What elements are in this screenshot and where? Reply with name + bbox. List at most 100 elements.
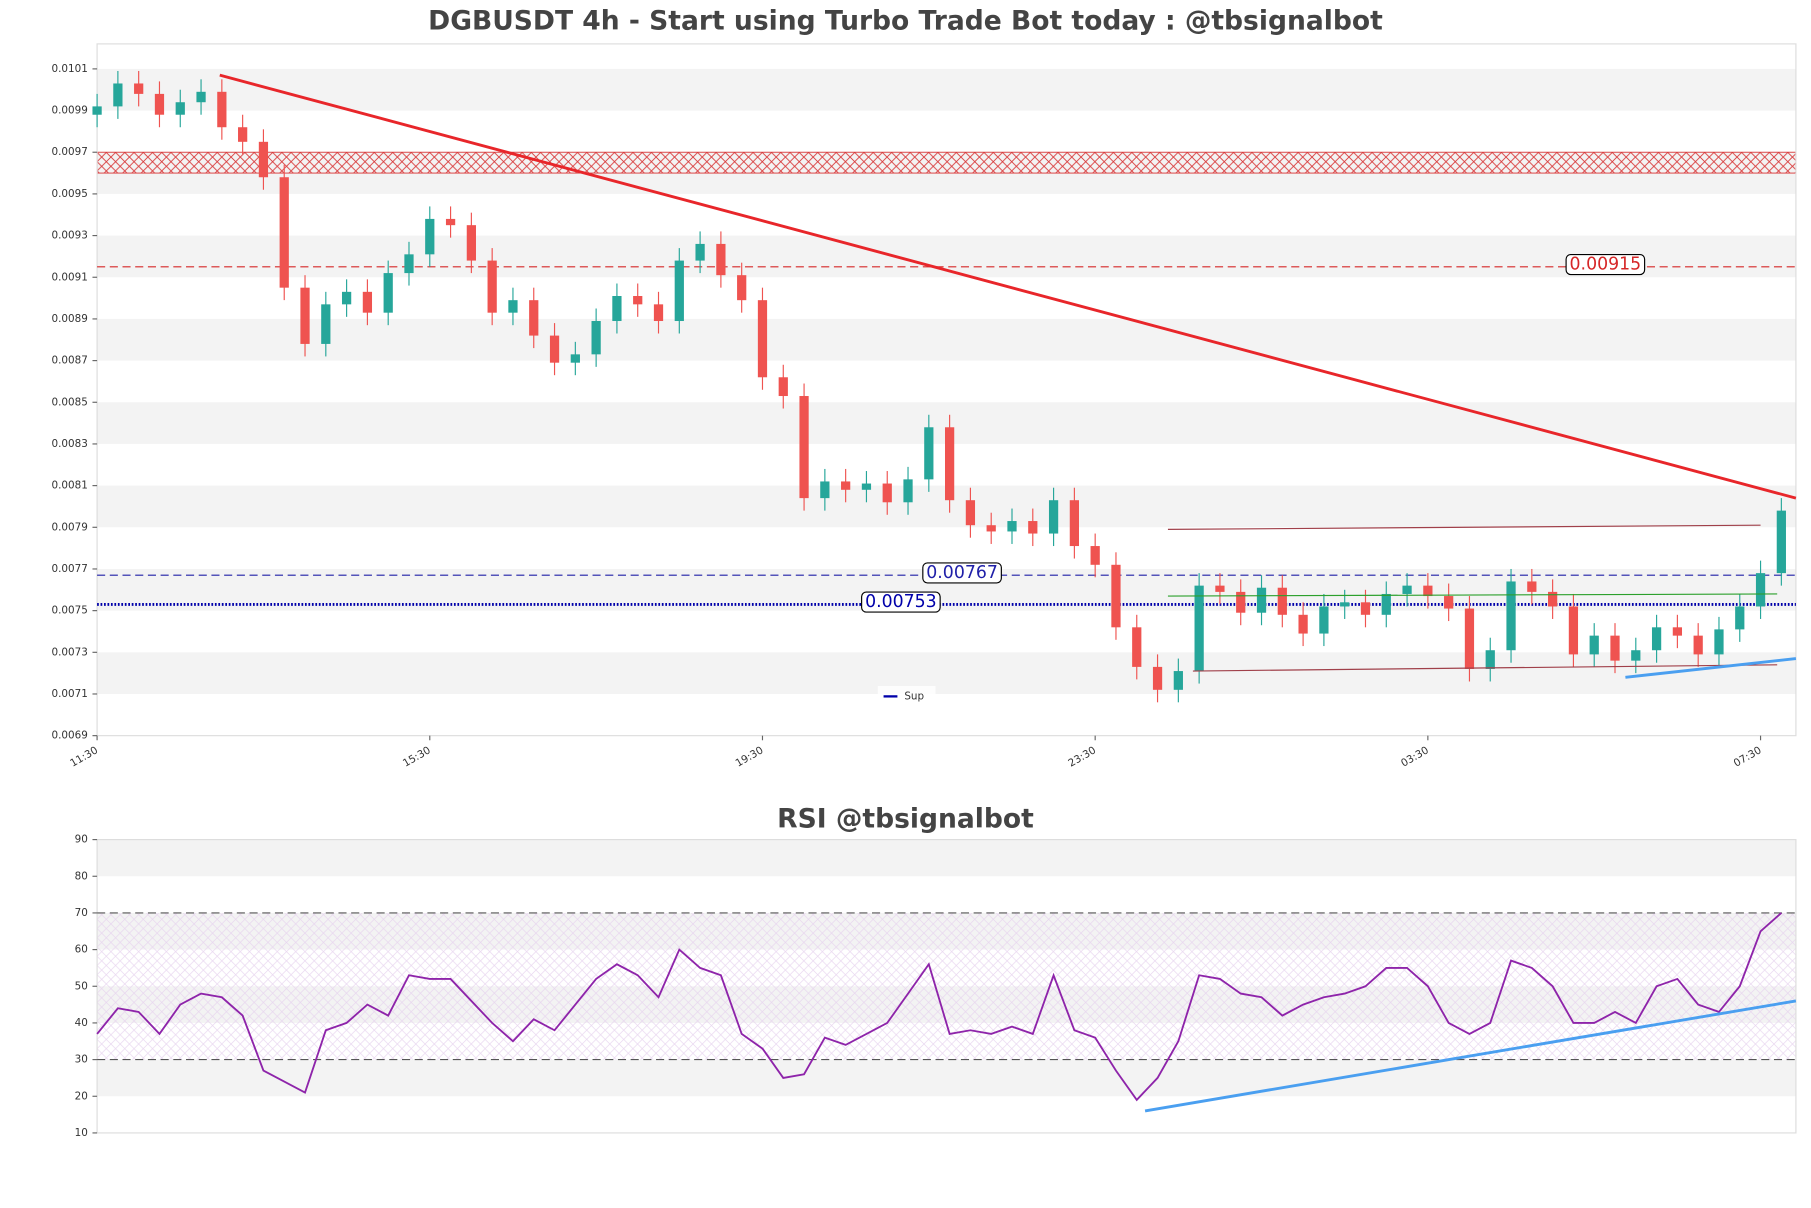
candle-body [1340,602,1350,607]
candle-body [258,141,269,178]
y-tick-label: 0.0075 [52,605,88,617]
level-label-box [861,591,941,613]
legend-box [877,685,936,707]
zone [96,151,1797,174]
candle-body [903,479,913,503]
candle-body [1007,521,1017,532]
candle-body [695,243,705,261]
candle-body [196,91,206,103]
candle-body [1132,627,1142,667]
candle-body [1173,671,1183,690]
candle-body [1548,591,1558,607]
y-tick-label: 90 [75,834,88,846]
candle-body [1152,666,1163,690]
candle-body [1111,564,1121,628]
zone [97,912,1796,1060]
y-tick-label: 80 [75,870,88,882]
candle-body [1194,585,1204,672]
candle-body [279,177,289,288]
candle-body [362,291,373,313]
grid-band [97,839,1796,877]
candle-body [1568,606,1579,655]
candle-body [841,481,851,490]
candle-body [1631,650,1641,661]
candle-body [716,243,726,276]
candle-body [175,102,185,115]
y-tick-label: 0.0087 [52,355,88,367]
candle-body [92,106,102,115]
candle-body [1464,608,1475,669]
candle-body [487,260,497,313]
trend-line [1144,999,1797,1113]
candle-body [1236,591,1246,613]
level-label-box [1565,253,1646,276]
candle-body [1028,521,1038,534]
candle-body [1423,585,1433,597]
y-tick-label: 0.0081 [52,480,88,492]
candle-body [113,83,123,107]
chart-title: DGBUSDT 4h - Start using Turbo Trade Bot… [428,5,1383,36]
trend-line [1625,657,1797,679]
candle-body [321,304,331,344]
y-tick-label: 0.0077 [52,563,88,575]
y-tick-label: 0.0069 [52,730,88,742]
candle-body [134,83,144,94]
candle-body [529,300,539,336]
candle-body [633,296,643,305]
level-label: 0.00767 [922,562,1002,584]
grid-band [97,652,1796,694]
candle-body [1444,596,1454,609]
candle-body [1610,635,1620,661]
candle-body [924,427,934,480]
candle-body [1256,587,1267,613]
candle-body [1714,629,1724,655]
grid-band [97,1059,1796,1097]
level-label-text: 0.00767 [926,563,998,583]
candle-body [965,500,976,526]
candle-body [1069,500,1079,547]
candle-body [882,483,892,503]
y-tick-label: 70 [75,907,88,919]
candle-body [1735,606,1745,630]
rsi-line [96,912,1782,1102]
trend-line [1192,664,1778,672]
candle-body [1506,581,1516,651]
level-label-box [922,562,1002,584]
candle-body [217,91,227,128]
plot-frame [96,43,1797,737]
candle-body [425,218,435,255]
candle-body [1672,627,1683,636]
y-tick-label: 0.0091 [52,271,88,283]
candle-body [1693,635,1703,655]
candle-body [674,260,684,322]
legend-label: Sup [904,690,924,702]
candle-body [1277,587,1287,615]
candle-body [612,296,622,322]
candle-body [1381,593,1391,615]
y-tick-label: 0.0099 [52,105,88,117]
y-tick-label: 60 [75,944,88,956]
candle-body [820,481,830,499]
candle-body [1589,635,1599,655]
candle-body [341,291,352,305]
candle-body [737,275,747,301]
y-tick-label: 0.0085 [52,396,88,408]
x-tick-label: 23:30 [1066,744,1098,769]
candle-body [778,377,788,397]
candle-body [383,273,393,313]
candle-body [508,300,518,313]
grid-band [97,68,1796,111]
candle-body [1298,614,1308,634]
y-tick-label: 30 [75,1054,88,1066]
x-tick-label: 19:30 [734,744,766,769]
y-tick-label: 0.0083 [52,438,88,450]
candle-body [1755,573,1766,607]
candle-body [1360,602,1371,615]
y-tick-label: 0.0089 [52,313,88,325]
y-tick-label: 0.0073 [52,646,88,658]
candle-body [591,321,601,355]
level-label-text: 0.00753 [865,592,937,612]
x-tick-label: 07:30 [1732,744,1764,769]
grid-band [97,318,1796,361]
